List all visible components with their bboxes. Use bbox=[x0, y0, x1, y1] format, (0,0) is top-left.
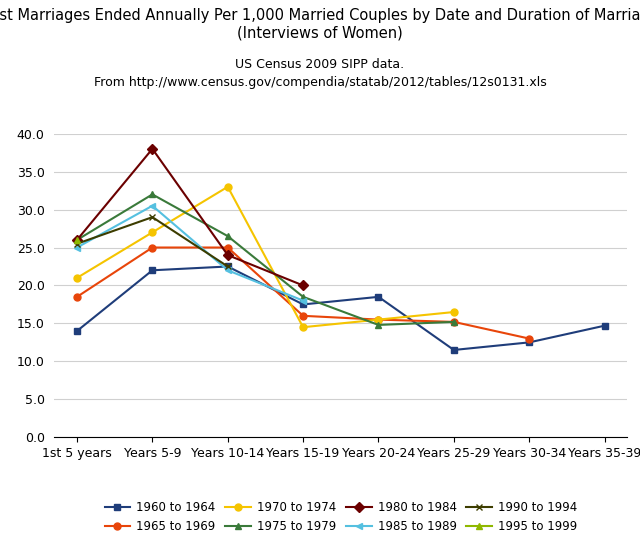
1965 to 1969 bbox=[450, 319, 458, 325]
1980 to 1984 bbox=[224, 252, 232, 258]
1990 to 1994 bbox=[224, 263, 232, 270]
1975 to 1979 bbox=[450, 319, 458, 325]
1975 to 1979 bbox=[224, 233, 232, 240]
1970 to 1974 bbox=[450, 309, 458, 315]
1970 to 1974 bbox=[224, 183, 232, 190]
1965 to 1969 bbox=[374, 316, 382, 323]
1965 to 1969 bbox=[73, 294, 81, 300]
1970 to 1974 bbox=[73, 275, 81, 281]
1975 to 1979 bbox=[374, 321, 382, 328]
1960 to 1964 bbox=[148, 267, 156, 273]
1965 to 1969 bbox=[148, 244, 156, 251]
1980 to 1984 bbox=[73, 237, 81, 243]
1960 to 1964 bbox=[450, 346, 458, 353]
1960 to 1964 bbox=[73, 328, 81, 334]
1960 to 1964 bbox=[601, 323, 609, 329]
1975 to 1979 bbox=[73, 237, 81, 243]
1990 to 1994 bbox=[148, 214, 156, 221]
1970 to 1974 bbox=[148, 229, 156, 236]
Text: First Marriages Ended Annually Per 1,000 Married Couples by Date and Duration of: First Marriages Ended Annually Per 1,000… bbox=[0, 8, 640, 23]
Line: 1960 to 1964: 1960 to 1964 bbox=[74, 263, 608, 354]
1965 to 1969 bbox=[525, 335, 533, 342]
1970 to 1974 bbox=[300, 324, 307, 330]
1975 to 1979 bbox=[300, 294, 307, 300]
1985 to 1989 bbox=[73, 244, 81, 251]
1990 to 1994 bbox=[73, 241, 81, 247]
Text: US Census 2009 SIPP data.
From http://www.census.gov/compendia/statab/2012/table: US Census 2009 SIPP data. From http://ww… bbox=[93, 58, 547, 90]
1985 to 1989 bbox=[300, 297, 307, 304]
Text: (Interviews of Women): (Interviews of Women) bbox=[237, 25, 403, 40]
1960 to 1964 bbox=[224, 263, 232, 270]
Line: 1990 to 1994: 1990 to 1994 bbox=[74, 214, 231, 270]
1985 to 1989 bbox=[148, 202, 156, 209]
1960 to 1964 bbox=[300, 301, 307, 308]
Line: 1970 to 1974: 1970 to 1974 bbox=[74, 183, 458, 331]
1965 to 1969 bbox=[300, 312, 307, 319]
Line: 1965 to 1969: 1965 to 1969 bbox=[74, 244, 532, 342]
Line: 1975 to 1979: 1975 to 1979 bbox=[74, 191, 458, 329]
1965 to 1969 bbox=[224, 244, 232, 251]
1975 to 1979 bbox=[148, 191, 156, 198]
1980 to 1984 bbox=[300, 282, 307, 289]
Line: 1980 to 1984: 1980 to 1984 bbox=[74, 145, 307, 289]
1960 to 1964 bbox=[525, 339, 533, 346]
Legend: 1960 to 1964, 1965 to 1969, 1970 to 1974, 1975 to 1979, 1980 to 1984, 1985 to 19: 1960 to 1964, 1965 to 1969, 1970 to 1974… bbox=[100, 496, 582, 538]
1980 to 1984 bbox=[148, 145, 156, 152]
Line: 1985 to 1989: 1985 to 1989 bbox=[74, 202, 307, 304]
1960 to 1964 bbox=[374, 294, 382, 300]
1970 to 1974 bbox=[374, 316, 382, 323]
1985 to 1989 bbox=[224, 267, 232, 273]
